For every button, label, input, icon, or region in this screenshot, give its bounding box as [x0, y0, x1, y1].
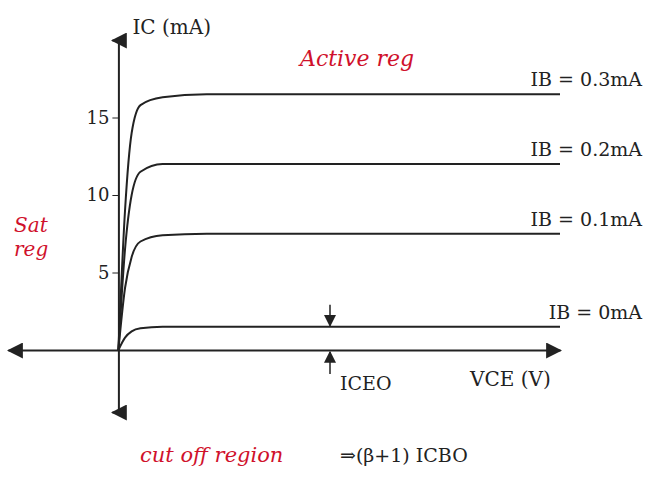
annotation: cut off region	[140, 443, 283, 467]
y-axis-line	[112, 41, 119, 413]
curve	[118, 164, 560, 350]
annotation: ⇒(β+1) ICBO	[340, 444, 468, 466]
curve-label: IB = 0.2mA	[531, 138, 643, 160]
y-tick: 5	[98, 262, 118, 283]
curve-label: IB = 0mA	[549, 301, 643, 323]
y-tick-label: 10	[86, 184, 109, 205]
x-axis	[9, 350, 561, 351]
annotation: Active reg	[298, 46, 414, 71]
arrow	[329, 305, 331, 326]
plot-area	[118, 94, 560, 350]
iceo-marker	[330, 305, 331, 374]
curve	[118, 234, 560, 350]
x-axis-title: VCE (V)	[469, 367, 551, 391]
annotation: Satreg	[14, 213, 49, 261]
y-tick-mark	[112, 118, 118, 119]
curve	[118, 94, 560, 350]
x-axis-line	[9, 350, 561, 352]
curve-label: IB = 0.1mA	[531, 208, 643, 230]
y-tick-mark	[112, 273, 118, 274]
y-axis: 5 10 15	[86, 41, 118, 413]
curve	[118, 327, 560, 350]
y-tick: 10	[86, 184, 118, 205]
y-tick-label: 5	[98, 262, 109, 283]
y-tick-label: 15	[86, 107, 109, 128]
y-axis-title: IC (mA)	[132, 15, 211, 39]
annotation: ICEO	[340, 372, 392, 394]
y-tick-mark	[112, 195, 118, 196]
arrow	[329, 352, 331, 374]
y-tick: 15	[86, 107, 118, 128]
curve-label: IB = 0.3mA	[531, 68, 643, 90]
chart: 5 10 15 IB = 0.3mA IB = 0.2mA IB = 0.1mA IB = …	[0, 0, 652, 495]
